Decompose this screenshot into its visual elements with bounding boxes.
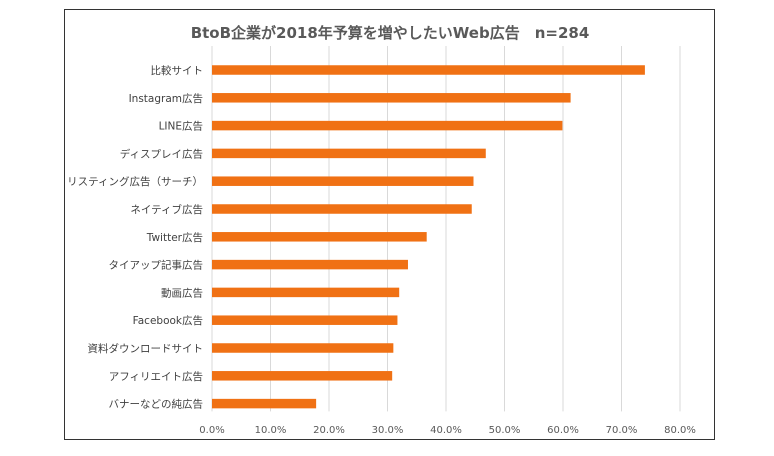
x-tick-label: 20.0% bbox=[313, 425, 345, 436]
bar bbox=[212, 176, 474, 186]
category-label: アフィリエイト広告 bbox=[109, 370, 203, 383]
category-label: LINE広告 bbox=[159, 120, 203, 133]
bar bbox=[212, 148, 486, 159]
bar bbox=[212, 315, 398, 325]
x-tick-label: 50.0% bbox=[489, 425, 521, 436]
category-label: ディスプレイ広告 bbox=[120, 147, 203, 160]
bar bbox=[212, 65, 645, 75]
category-label: Twitter広告 bbox=[146, 231, 203, 244]
x-tick-label: 70.0% bbox=[606, 425, 638, 436]
bars bbox=[212, 65, 645, 409]
bar bbox=[212, 120, 563, 131]
bar bbox=[212, 232, 427, 242]
category-label: 動画広告 bbox=[161, 286, 203, 299]
bar bbox=[212, 93, 571, 103]
x-tick-label: 80.0% bbox=[664, 425, 696, 436]
x-tick-label: 30.0% bbox=[372, 425, 404, 436]
bar bbox=[212, 371, 393, 381]
x-tick-label: 0.0% bbox=[199, 425, 224, 436]
gridlines bbox=[211, 46, 681, 412]
bar bbox=[212, 287, 400, 298]
chart-title: BtoB企業が2018年予算を増やしたいWeb広告 n=284 bbox=[191, 24, 590, 42]
x-tick-label: 10.0% bbox=[255, 425, 287, 436]
x-tick-label: 40.0% bbox=[430, 425, 462, 436]
x-tick-label: 60.0% bbox=[547, 425, 579, 436]
category-label: タイアップ記事広告 bbox=[109, 259, 204, 272]
chart-frame: BtoB企業が2018年予算を増やしたいWeb広告 n=284 比較サイト Ins… bbox=[64, 9, 715, 440]
category-label: バナーなどの純広告 bbox=[109, 398, 204, 411]
category-label: 比較サイト bbox=[151, 64, 204, 77]
category-label: リスティング広告（サーチ） bbox=[67, 175, 203, 188]
bar bbox=[212, 398, 317, 409]
x-axis-tick-labels: 0.0% 10.0% 20.0% 30.0% 40.0% 50.0% 60.0% 70.0% 8… bbox=[199, 425, 696, 436]
category-label: 資料ダウンロードサイト bbox=[88, 342, 204, 355]
category-label: Facebook広告 bbox=[133, 314, 203, 327]
category-labels: 比較サイト Instagram広告 LINE広告ディスプレイ広告リスティング広告（サ… bbox=[67, 64, 203, 411]
category-label: ネイティブ広告 bbox=[130, 203, 203, 216]
bar bbox=[212, 204, 472, 214]
bar-chart: BtoB企業が2018年予算を増やしたいWeb広告 n=284 比較サイト Ins… bbox=[67, 24, 696, 436]
category-label: Instagram広告 bbox=[129, 92, 203, 105]
bar bbox=[212, 343, 394, 353]
bar bbox=[212, 259, 408, 270]
